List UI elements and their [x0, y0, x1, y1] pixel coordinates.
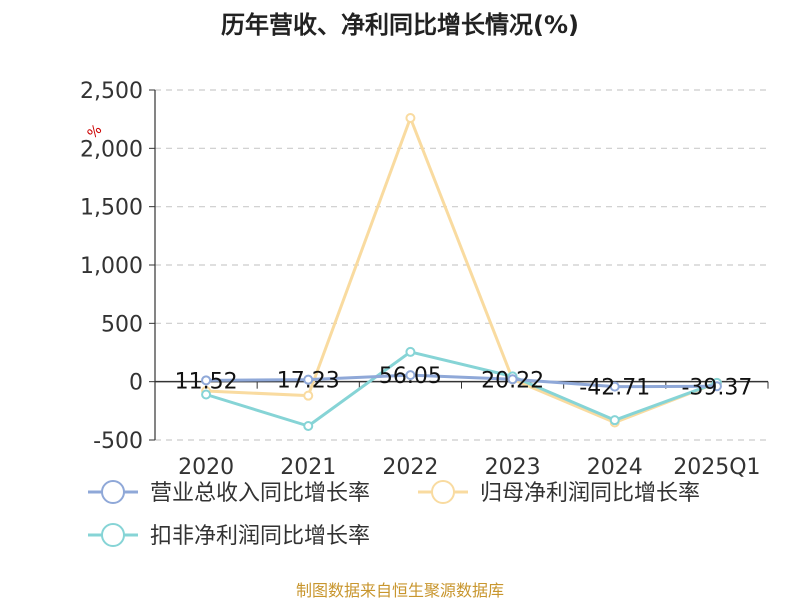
data-labels: 11.52 17.23 56.05 20.22 -42.71 -39.37	[175, 364, 753, 401]
x-tick-label: 2022	[382, 455, 438, 480]
x-tick-label: 2024	[587, 455, 643, 480]
data-point	[405, 346, 416, 357]
legend-swatch-marker	[101, 480, 125, 504]
data-point	[405, 370, 416, 381]
source-note: 制图数据来自恒生聚源数据库	[296, 581, 504, 600]
series-lines	[201, 113, 722, 431]
data-label: 20.22	[481, 368, 544, 393]
data-label: 17.23	[277, 369, 340, 394]
x-tick-labels: 2020 2021 2022 2023 2024 2025Q1	[178, 455, 760, 480]
y-tick-label: 1,500	[80, 196, 143, 221]
data-label: 11.52	[175, 369, 238, 394]
grid-lines	[155, 89, 768, 441]
data-point	[201, 375, 212, 386]
legend-label: 营业总收入同比增长率	[150, 481, 370, 506]
y-tick-label: 2,000	[80, 137, 143, 162]
data-point	[609, 381, 620, 392]
x-tick-label: 2020	[178, 455, 234, 480]
data-label: 56.05	[379, 364, 442, 389]
y-tick-label: 500	[101, 312, 143, 337]
chart-title: 历年营收、净利同比增长情况(%)	[221, 11, 579, 39]
x-tick-label: 2021	[280, 455, 336, 480]
y-tick-labels: -500 0 500 1,000 1,500 2,000 2,500	[80, 79, 143, 454]
data-point	[507, 374, 518, 385]
legend-label: 归母净利润同比增长率	[480, 481, 700, 506]
data-point	[201, 389, 212, 400]
series-line	[206, 116, 718, 424]
series-line	[206, 373, 717, 389]
y-tick-label: -500	[93, 429, 143, 454]
data-point	[711, 381, 722, 392]
data-label: -42.71	[579, 376, 650, 401]
data-point	[303, 390, 314, 401]
legend-swatch-marker	[101, 523, 125, 547]
data-point	[303, 374, 314, 385]
legend-label: 扣非净利润同比增长率	[150, 524, 370, 549]
data-point	[405, 113, 416, 123]
y-tick-label: 2,500	[80, 79, 143, 104]
x-tick-label: 2025Q1	[673, 455, 760, 480]
data-point	[609, 415, 620, 426]
series-line	[205, 350, 718, 428]
data-point	[303, 421, 314, 431]
y-tick-label: 0	[129, 371, 143, 396]
x-tick-label: 2023	[485, 455, 541, 480]
data-label: -39.37	[681, 375, 752, 400]
y-tick-label: 1,000	[80, 254, 143, 279]
legend-swatch-marker	[431, 480, 455, 504]
